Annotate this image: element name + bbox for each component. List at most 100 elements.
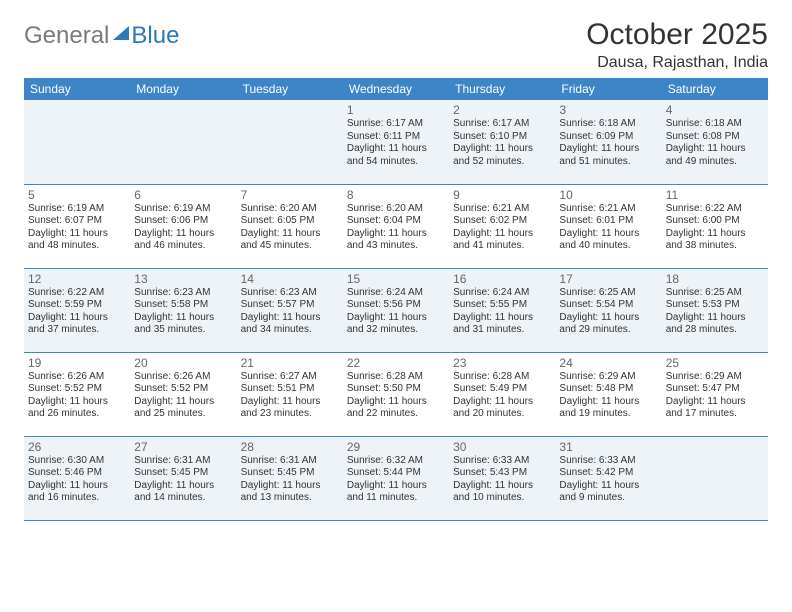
- daylight-line: Daylight: 11 hours and 14 minutes.: [134, 480, 232, 505]
- weekday-header-row: SundayMondayTuesdayWednesdayThursdayFrid…: [24, 78, 768, 100]
- daylight-line: Daylight: 11 hours and 43 minutes.: [347, 228, 445, 253]
- daylight-line: Daylight: 11 hours and 31 minutes.: [453, 312, 551, 337]
- sunset-line: Sunset: 6:06 PM: [134, 215, 232, 228]
- sunrise-line: Sunrise: 6:24 AM: [347, 287, 445, 300]
- logo: General Blue: [24, 18, 179, 50]
- day-number: 28: [241, 440, 339, 454]
- calendar-cell: 1Sunrise: 6:17 AMSunset: 6:11 PMDaylight…: [343, 100, 449, 184]
- sunrise-line: Sunrise: 6:28 AM: [347, 371, 445, 384]
- day-number: 11: [666, 188, 764, 202]
- sunrise-line: Sunrise: 6:33 AM: [559, 455, 657, 468]
- calendar-cell: 30Sunrise: 6:33 AMSunset: 5:43 PMDayligh…: [449, 436, 555, 520]
- calendar-cell: 9Sunrise: 6:21 AMSunset: 6:02 PMDaylight…: [449, 184, 555, 268]
- sunrise-line: Sunrise: 6:19 AM: [28, 203, 126, 216]
- daylight-line: Daylight: 11 hours and 26 minutes.: [28, 396, 126, 421]
- logo-text-blue: Blue: [131, 22, 179, 50]
- calendar-cell: 26Sunrise: 6:30 AMSunset: 5:46 PMDayligh…: [24, 436, 130, 520]
- calendar-cell: 14Sunrise: 6:23 AMSunset: 5:57 PMDayligh…: [237, 268, 343, 352]
- logo-text-general: General: [24, 22, 109, 50]
- weekday-header: Wednesday: [343, 78, 449, 100]
- sunset-line: Sunset: 6:05 PM: [241, 215, 339, 228]
- daylight-line: Daylight: 11 hours and 29 minutes.: [559, 312, 657, 337]
- daylight-line: Daylight: 11 hours and 54 minutes.: [347, 143, 445, 168]
- day-number: 16: [453, 272, 551, 286]
- daylight-line: Daylight: 11 hours and 16 minutes.: [28, 480, 126, 505]
- sunrise-line: Sunrise: 6:29 AM: [559, 371, 657, 384]
- day-number: 26: [28, 440, 126, 454]
- calendar-cell: 18Sunrise: 6:25 AMSunset: 5:53 PMDayligh…: [662, 268, 768, 352]
- sunset-line: Sunset: 5:56 PM: [347, 299, 445, 312]
- calendar-week-row: 5Sunrise: 6:19 AMSunset: 6:07 PMDaylight…: [24, 184, 768, 268]
- sunrise-line: Sunrise: 6:18 AM: [559, 118, 657, 131]
- calendar-week-row: 19Sunrise: 6:26 AMSunset: 5:52 PMDayligh…: [24, 352, 768, 436]
- daylight-line: Daylight: 11 hours and 10 minutes.: [453, 480, 551, 505]
- calendar-cell: 25Sunrise: 6:29 AMSunset: 5:47 PMDayligh…: [662, 352, 768, 436]
- day-number: 5: [28, 188, 126, 202]
- sunrise-line: Sunrise: 6:26 AM: [28, 371, 126, 384]
- daylight-line: Daylight: 11 hours and 52 minutes.: [453, 143, 551, 168]
- day-number: 27: [134, 440, 232, 454]
- daylight-line: Daylight: 11 hours and 25 minutes.: [134, 396, 232, 421]
- sunset-line: Sunset: 6:08 PM: [666, 131, 764, 144]
- daylight-line: Daylight: 11 hours and 45 minutes.: [241, 228, 339, 253]
- sunset-line: Sunset: 6:04 PM: [347, 215, 445, 228]
- logo-triangle-icon: [113, 26, 129, 40]
- day-number: 2: [453, 103, 551, 117]
- day-number: 15: [347, 272, 445, 286]
- weekday-header: Saturday: [662, 78, 768, 100]
- sunrise-line: Sunrise: 6:31 AM: [134, 455, 232, 468]
- sunrise-line: Sunrise: 6:22 AM: [28, 287, 126, 300]
- sunset-line: Sunset: 5:45 PM: [134, 467, 232, 480]
- day-number: 19: [28, 356, 126, 370]
- sunrise-line: Sunrise: 6:31 AM: [241, 455, 339, 468]
- daylight-line: Daylight: 11 hours and 35 minutes.: [134, 312, 232, 337]
- sunrise-line: Sunrise: 6:33 AM: [453, 455, 551, 468]
- daylight-line: Daylight: 11 hours and 48 minutes.: [28, 228, 126, 253]
- day-number: 31: [559, 440, 657, 454]
- calendar-cell: 20Sunrise: 6:26 AMSunset: 5:52 PMDayligh…: [130, 352, 236, 436]
- calendar-cell: 16Sunrise: 6:24 AMSunset: 5:55 PMDayligh…: [449, 268, 555, 352]
- header-row: General Blue October 2025 Dausa, Rajasth…: [24, 18, 768, 72]
- sunrise-line: Sunrise: 6:27 AM: [241, 371, 339, 384]
- calendar-table: SundayMondayTuesdayWednesdayThursdayFrid…: [24, 78, 768, 521]
- sunset-line: Sunset: 5:47 PM: [666, 383, 764, 396]
- sunset-line: Sunset: 5:59 PM: [28, 299, 126, 312]
- calendar-cell: 3Sunrise: 6:18 AMSunset: 6:09 PMDaylight…: [555, 100, 661, 184]
- day-number: 24: [559, 356, 657, 370]
- sunset-line: Sunset: 5:42 PM: [559, 467, 657, 480]
- calendar-cell: 23Sunrise: 6:28 AMSunset: 5:49 PMDayligh…: [449, 352, 555, 436]
- title-block: October 2025 Dausa, Rajasthan, India: [586, 18, 768, 72]
- daylight-line: Daylight: 11 hours and 51 minutes.: [559, 143, 657, 168]
- sunrise-line: Sunrise: 6:18 AM: [666, 118, 764, 131]
- sunrise-line: Sunrise: 6:20 AM: [241, 203, 339, 216]
- daylight-line: Daylight: 11 hours and 34 minutes.: [241, 312, 339, 337]
- sunrise-line: Sunrise: 6:25 AM: [559, 287, 657, 300]
- calendar-week-row: 12Sunrise: 6:22 AMSunset: 5:59 PMDayligh…: [24, 268, 768, 352]
- calendar-cell: 27Sunrise: 6:31 AMSunset: 5:45 PMDayligh…: [130, 436, 236, 520]
- sunrise-line: Sunrise: 6:22 AM: [666, 203, 764, 216]
- sunrise-line: Sunrise: 6:29 AM: [666, 371, 764, 384]
- calendar-cell: 22Sunrise: 6:28 AMSunset: 5:50 PMDayligh…: [343, 352, 449, 436]
- daylight-line: Daylight: 11 hours and 17 minutes.: [666, 396, 764, 421]
- calendar-head: SundayMondayTuesdayWednesdayThursdayFrid…: [24, 78, 768, 100]
- sunset-line: Sunset: 5:48 PM: [559, 383, 657, 396]
- weekday-header: Sunday: [24, 78, 130, 100]
- sunset-line: Sunset: 6:11 PM: [347, 131, 445, 144]
- calendar-cell: 17Sunrise: 6:25 AMSunset: 5:54 PMDayligh…: [555, 268, 661, 352]
- weekday-header: Monday: [130, 78, 236, 100]
- day-number: 14: [241, 272, 339, 286]
- day-number: 18: [666, 272, 764, 286]
- daylight-line: Daylight: 11 hours and 46 minutes.: [134, 228, 232, 253]
- sunset-line: Sunset: 6:00 PM: [666, 215, 764, 228]
- sunset-line: Sunset: 6:02 PM: [453, 215, 551, 228]
- sunrise-line: Sunrise: 6:17 AM: [347, 118, 445, 131]
- day-number: 6: [134, 188, 232, 202]
- sunrise-line: Sunrise: 6:28 AM: [453, 371, 551, 384]
- daylight-line: Daylight: 11 hours and 28 minutes.: [666, 312, 764, 337]
- sunrise-line: Sunrise: 6:23 AM: [134, 287, 232, 300]
- day-number: 25: [666, 356, 764, 370]
- calendar-cell: 7Sunrise: 6:20 AMSunset: 6:05 PMDaylight…: [237, 184, 343, 268]
- weekday-header: Tuesday: [237, 78, 343, 100]
- calendar-cell: 31Sunrise: 6:33 AMSunset: 5:42 PMDayligh…: [555, 436, 661, 520]
- day-number: 13: [134, 272, 232, 286]
